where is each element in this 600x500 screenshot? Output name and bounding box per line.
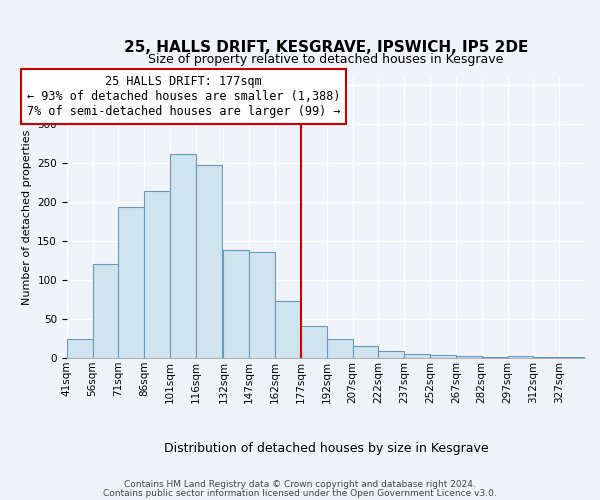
Text: Size of property relative to detached houses in Kesgrave: Size of property relative to detached ho…: [148, 53, 503, 66]
Bar: [223, 250, 249, 358]
Bar: [301, 326, 327, 358]
Bar: [249, 252, 275, 358]
Bar: [92, 264, 118, 358]
Bar: [482, 356, 508, 358]
Bar: [118, 208, 144, 358]
Bar: [67, 338, 92, 358]
Bar: [404, 354, 430, 358]
Bar: [275, 301, 301, 358]
Text: 25 HALLS DRIFT: 177sqm
← 93% of detached houses are smaller (1,388)
7% of semi-d: 25 HALLS DRIFT: 177sqm ← 93% of detached…: [27, 75, 341, 118]
X-axis label: Distribution of detached houses by size in Kesgrave: Distribution of detached houses by size …: [164, 442, 488, 455]
Bar: [144, 191, 170, 358]
Text: Contains HM Land Registry data © Crown copyright and database right 2024.: Contains HM Land Registry data © Crown c…: [124, 480, 476, 489]
Bar: [508, 356, 533, 358]
Bar: [327, 338, 353, 358]
Bar: [430, 355, 456, 358]
Bar: [379, 351, 404, 358]
Title: 25, HALLS DRIFT, KESGRAVE, IPSWICH, IP5 2DE: 25, HALLS DRIFT, KESGRAVE, IPSWICH, IP5 …: [124, 40, 528, 55]
Bar: [170, 154, 196, 358]
Bar: [353, 346, 379, 358]
Bar: [559, 356, 585, 358]
Bar: [456, 356, 482, 358]
Bar: [196, 166, 221, 358]
Text: Contains public sector information licensed under the Open Government Licence v3: Contains public sector information licen…: [103, 488, 497, 498]
Y-axis label: Number of detached properties: Number of detached properties: [22, 130, 32, 306]
